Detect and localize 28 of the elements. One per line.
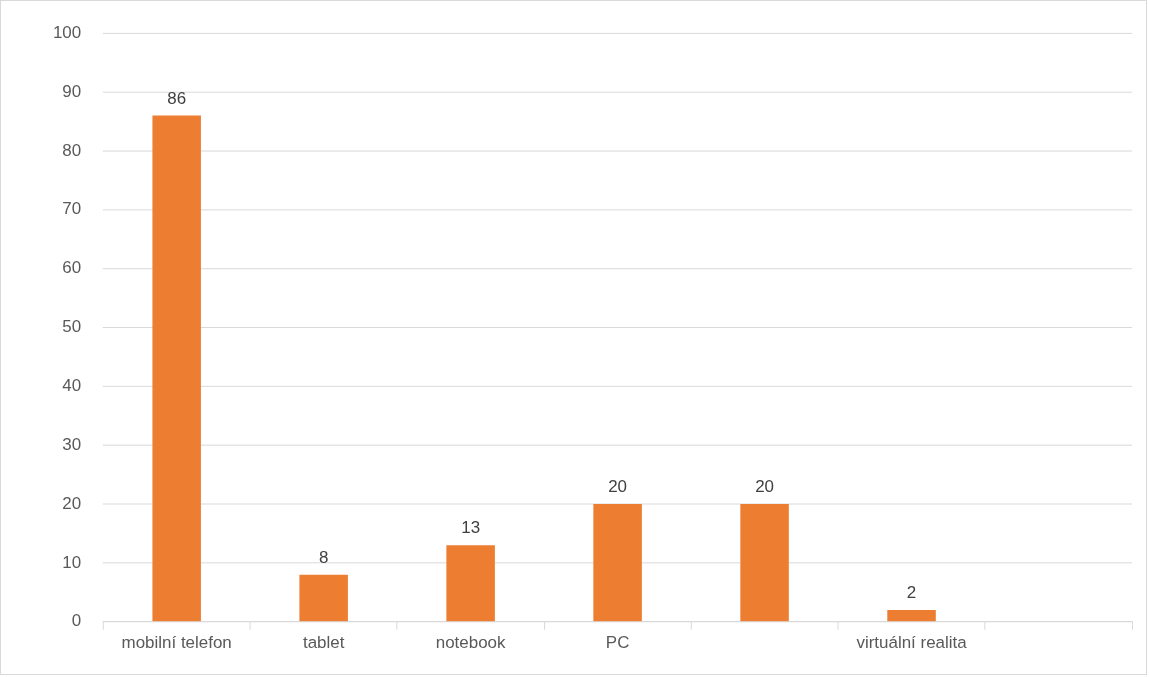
y-tick-label: 60 [62, 258, 82, 278]
data-label: 8 [318, 547, 329, 567]
bar [299, 574, 348, 622]
y-tick-label: 80 [62, 140, 82, 160]
y-tick-label: 90 [62, 81, 82, 101]
data-label: 20 [755, 477, 775, 497]
data-label: 2 [906, 583, 917, 603]
data-label: 13 [461, 518, 481, 538]
x-tick-label: PC [605, 632, 630, 652]
y-tick-label: 40 [62, 375, 82, 395]
bar [446, 545, 495, 622]
bar [887, 609, 936, 622]
bar [593, 504, 642, 622]
x-tick-label: virtuální realita [856, 632, 968, 652]
y-tick-label: 100 [52, 22, 82, 42]
x-tick-label: mobilní telefon [121, 632, 232, 652]
y-tick-label: 50 [62, 317, 82, 337]
y-tick-label: 10 [62, 552, 82, 572]
y-tick-label: 0 [71, 611, 82, 631]
data-label: 20 [608, 477, 628, 497]
y-tick-label: 20 [62, 493, 82, 513]
bar [152, 115, 201, 622]
x-tick-label: notebook [435, 632, 507, 652]
y-tick-label: 30 [62, 434, 82, 454]
x-tick-label: tablet [302, 632, 345, 652]
y-tick-label: 70 [62, 199, 82, 219]
data-label: 86 [167, 88, 187, 108]
bar [740, 504, 789, 622]
